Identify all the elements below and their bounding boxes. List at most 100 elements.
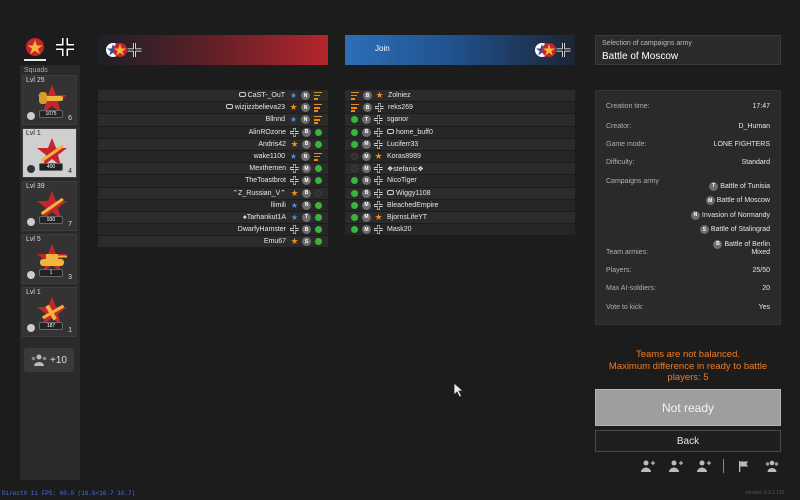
orange-star-icon: ★ [289, 102, 298, 113]
player-row[interactable]: llimili ★ N [98, 199, 328, 212]
rifle-icon [37, 138, 67, 166]
ready-indicator [351, 213, 358, 221]
player-row[interactable]: wizjizzbelieva23 ★ N [98, 102, 328, 115]
player-row[interactable]: Andris42 ★ B [98, 138, 328, 151]
ussr-tab[interactable] [22, 36, 48, 61]
group-icon [31, 354, 47, 366]
player-name: ♠Tarhankut1A [242, 213, 286, 221]
not-ready-indicator [351, 165, 358, 173]
player-row[interactable]: M ★ Koras8989 [345, 150, 575, 164]
join-button[interactable]: Join [375, 44, 390, 53]
player-row[interactable]: N NicoTiger [345, 175, 575, 188]
player-row[interactable]: Bllnnd ★ N [98, 114, 328, 127]
not-ready-indicator [315, 189, 322, 197]
leader-rank-icon [351, 103, 359, 112]
player-name: wizjizzbelieva23 [225, 104, 285, 111]
player-name: CaST-_OuT [238, 92, 285, 99]
rifle-icon [37, 191, 67, 219]
player-row[interactable]: AlinROzone B [98, 126, 328, 139]
info-label: Vote to kick: [606, 304, 644, 311]
not-ready-button[interactable]: Not ready [595, 389, 781, 426]
player-row[interactable]: M ❖stefanic❖ [345, 163, 575, 176]
ussr-roundel-icon [26, 38, 44, 56]
info-value: Mixed [751, 249, 770, 256]
orange-star-icon: ★ [290, 187, 299, 198]
plane-icon [37, 297, 67, 325]
warning-line: Maximum difference in ready to battle [608, 360, 768, 372]
player-row[interactable]: Mexthemen M [98, 163, 328, 176]
balkenkreuz-icon [56, 38, 74, 56]
player-row[interactable]: M BleachedEmpire [345, 199, 575, 212]
squad-soldier-count: 3 [68, 274, 72, 281]
ready-indicator [351, 226, 358, 234]
germany-tab[interactable] [52, 36, 78, 58]
player-name: ❖stefanic❖ [387, 165, 424, 173]
player-row[interactable]: ⌃Z_Russian_V⌃ ★ B [98, 187, 328, 200]
info-label: Team armies: [606, 249, 649, 256]
info-vote-kick: Vote to kick: Yes [606, 304, 770, 311]
mouse-cursor-icon [453, 382, 465, 398]
campaign-badge: M [362, 139, 371, 149]
group-icon[interactable] [764, 459, 780, 473]
back-button[interactable]: Back [595, 430, 781, 452]
team-header-left [98, 35, 328, 65]
tank-crew-icon [27, 271, 35, 279]
info-label: Difficulty: [606, 159, 635, 166]
team-header-right[interactable]: Join [345, 35, 575, 65]
info-difficulty: Difficulty: Standard [606, 159, 770, 166]
ready-indicator [351, 177, 358, 185]
add-friend-icon[interactable] [668, 459, 684, 473]
squad-level: Lvl 1 [26, 130, 41, 137]
squad-level: Lvl 1 [26, 289, 41, 296]
army-selection[interactable]: Selection of campaigns army Battle of Mo… [595, 35, 781, 65]
squad-exp: 400 [39, 163, 63, 171]
player-row[interactable]: wake1100 ★ N [98, 150, 328, 164]
player-row[interactable]: DwarfyHamster B [98, 224, 328, 237]
player-name: Mask20 [387, 226, 412, 234]
squad-card[interactable]: Lvl 1 187 1 [22, 287, 77, 337]
campaign-name: Battle of Tunisia [720, 182, 770, 190]
campaign-item: B Battle of Berlin [660, 237, 770, 252]
iron-cross-icon [290, 127, 299, 137]
player-name: Koras8989 [387, 153, 421, 161]
player-row[interactable]: TheToastbrot M [98, 175, 328, 188]
gamepad-icon [238, 92, 246, 98]
squad-card[interactable]: Lvl 25 1075 6 [22, 75, 77, 125]
gamepad-icon [225, 104, 233, 110]
ready-indicator [315, 177, 322, 185]
info-campaigns: Campaigns army [606, 178, 770, 185]
leader-rank-icon [314, 103, 322, 112]
campaign-badge: T [709, 181, 719, 191]
info-team-armies: Team armies: Mixed [606, 249, 770, 256]
add-friend-icon[interactable] [696, 459, 712, 473]
info-value: 20 [762, 285, 770, 292]
campaign-badge: T [302, 212, 311, 222]
player-row[interactable]: M Luciferr33 [345, 138, 575, 151]
player-row[interactable]: B Wiggy1108 [345, 187, 575, 200]
ready-indicator [315, 213, 322, 221]
squad-card[interactable]: Lvl 39 930 7 [22, 181, 77, 231]
player-name: DwarfyHamster [237, 226, 286, 234]
campaign-item: S Battle of Stalingrad [660, 223, 770, 238]
player-row[interactable]: CaST-_OuT ★ N [98, 90, 328, 103]
squad-card[interactable]: Lvl 1 400 4 [22, 128, 77, 178]
player-row[interactable]: ♠Tarhankut1A ★ T [98, 211, 328, 225]
info-max-ai: Max AI-soldiers: 20 [606, 285, 770, 292]
info-value: Standard [741, 159, 770, 166]
player-row[interactable]: M Mask20 [345, 224, 575, 237]
player-name: Wiggy1108 [387, 189, 431, 197]
player-row[interactable]: Emu67 ★ S [98, 236, 328, 249]
ready-indicator [315, 140, 322, 148]
player-row[interactable]: B ★ Zolniez [345, 90, 575, 103]
player-name: AlinROzone [248, 128, 286, 136]
more-squads-button[interactable]: +10 [24, 348, 74, 372]
add-friend-icon[interactable] [640, 459, 656, 473]
flag-icon[interactable] [736, 459, 752, 473]
player-row[interactable]: M ★ BjornsLifeYT [345, 211, 575, 225]
player-name: llimili [270, 201, 286, 209]
